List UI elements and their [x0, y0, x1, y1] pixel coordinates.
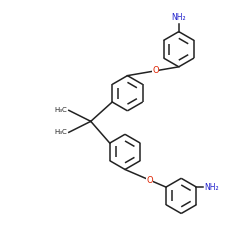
Text: O: O [152, 66, 159, 75]
Text: NH₂: NH₂ [172, 13, 186, 22]
Text: O: O [146, 176, 153, 184]
Text: H₃C: H₃C [55, 129, 68, 135]
Text: H₃C: H₃C [55, 107, 68, 113]
Text: NH₂: NH₂ [204, 182, 219, 192]
